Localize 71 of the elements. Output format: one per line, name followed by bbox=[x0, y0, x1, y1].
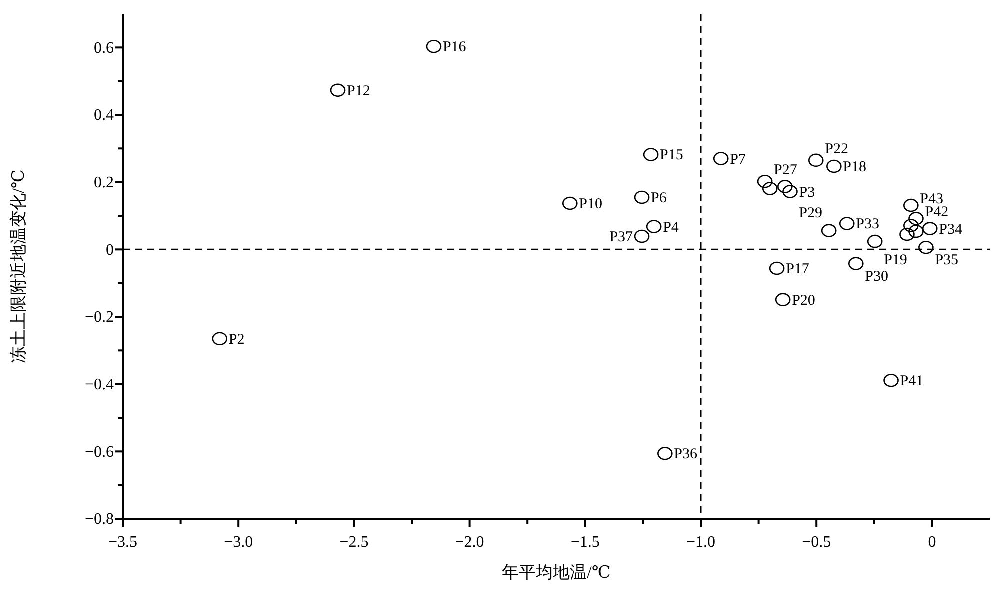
point bbox=[562, 196, 578, 210]
y-tick-label: −0.6 bbox=[84, 444, 114, 461]
annotation: P34 bbox=[939, 222, 963, 238]
point bbox=[762, 182, 778, 196]
y-axis-title: 冻土上限附近地温变化/℃ bbox=[9, 170, 28, 364]
point bbox=[646, 220, 662, 234]
point bbox=[922, 222, 938, 236]
point bbox=[212, 332, 228, 346]
point bbox=[782, 185, 798, 198]
annotation: P41 bbox=[900, 374, 924, 390]
annotation: P4 bbox=[663, 220, 680, 236]
annotation: P27 bbox=[774, 162, 798, 179]
y-tick-label: 0.2 bbox=[94, 174, 114, 192]
point bbox=[330, 84, 346, 98]
point bbox=[904, 219, 919, 232]
point bbox=[778, 180, 793, 194]
x-tick-label: −2.5 bbox=[340, 534, 369, 552]
point bbox=[821, 224, 837, 238]
x-tick-label: −3.0 bbox=[224, 534, 254, 552]
annotation: P10 bbox=[579, 196, 602, 213]
annotation: P16 bbox=[442, 40, 467, 56]
annotation: P15 bbox=[660, 148, 684, 164]
annotation: P33 bbox=[856, 216, 880, 233]
point bbox=[904, 198, 919, 212]
y-tick-label: −0.4 bbox=[84, 376, 114, 394]
annotation: P18 bbox=[843, 160, 867, 176]
point bbox=[867, 234, 883, 248]
point bbox=[757, 175, 773, 188]
x-axis-title: 年平均地温/℃ bbox=[502, 563, 611, 582]
x-tick-label: −2.0 bbox=[455, 534, 484, 552]
annotation: P35 bbox=[935, 252, 959, 269]
point bbox=[848, 257, 864, 270]
y-tick-label: −0.8 bbox=[84, 511, 114, 528]
annotation: P37 bbox=[610, 230, 634, 246]
y-tick-label: −0.2 bbox=[84, 309, 114, 326]
annotation: P22 bbox=[825, 141, 848, 158]
x-tick-label: −1.5 bbox=[570, 534, 600, 552]
annotation: P30 bbox=[865, 268, 888, 285]
y-tick-label: 0.4 bbox=[94, 107, 114, 124]
point bbox=[426, 40, 442, 54]
point bbox=[775, 293, 791, 306]
x-tick-label: 0 bbox=[928, 534, 936, 552]
annotation: P7 bbox=[730, 152, 746, 168]
annotation: P17 bbox=[786, 262, 810, 278]
annotation: P29 bbox=[799, 206, 822, 222]
point bbox=[900, 228, 915, 242]
annotation: P36 bbox=[674, 446, 698, 463]
point bbox=[634, 190, 650, 204]
annotation: P2 bbox=[228, 332, 245, 348]
x-tick-label: −0.5 bbox=[802, 534, 832, 552]
annotation: P20 bbox=[792, 292, 816, 309]
point bbox=[713, 152, 729, 166]
point bbox=[658, 447, 673, 460]
point bbox=[908, 212, 924, 226]
x-tick-label: −3.5 bbox=[108, 534, 138, 552]
y-tick-label: 0 bbox=[106, 242, 114, 259]
point bbox=[884, 374, 899, 388]
point bbox=[769, 262, 785, 276]
point bbox=[918, 240, 934, 254]
annotation: P12 bbox=[347, 83, 370, 100]
annotation: P3 bbox=[799, 184, 816, 201]
annotation: P6 bbox=[651, 190, 668, 206]
point bbox=[643, 148, 659, 162]
annotation: P19 bbox=[884, 252, 908, 269]
point bbox=[826, 160, 842, 174]
point bbox=[839, 217, 855, 230]
point bbox=[634, 230, 650, 244]
y-tick-label: 0.6 bbox=[94, 40, 114, 57]
point bbox=[908, 224, 924, 238]
x-tick-label: −1.0 bbox=[686, 534, 716, 552]
point bbox=[808, 154, 824, 168]
